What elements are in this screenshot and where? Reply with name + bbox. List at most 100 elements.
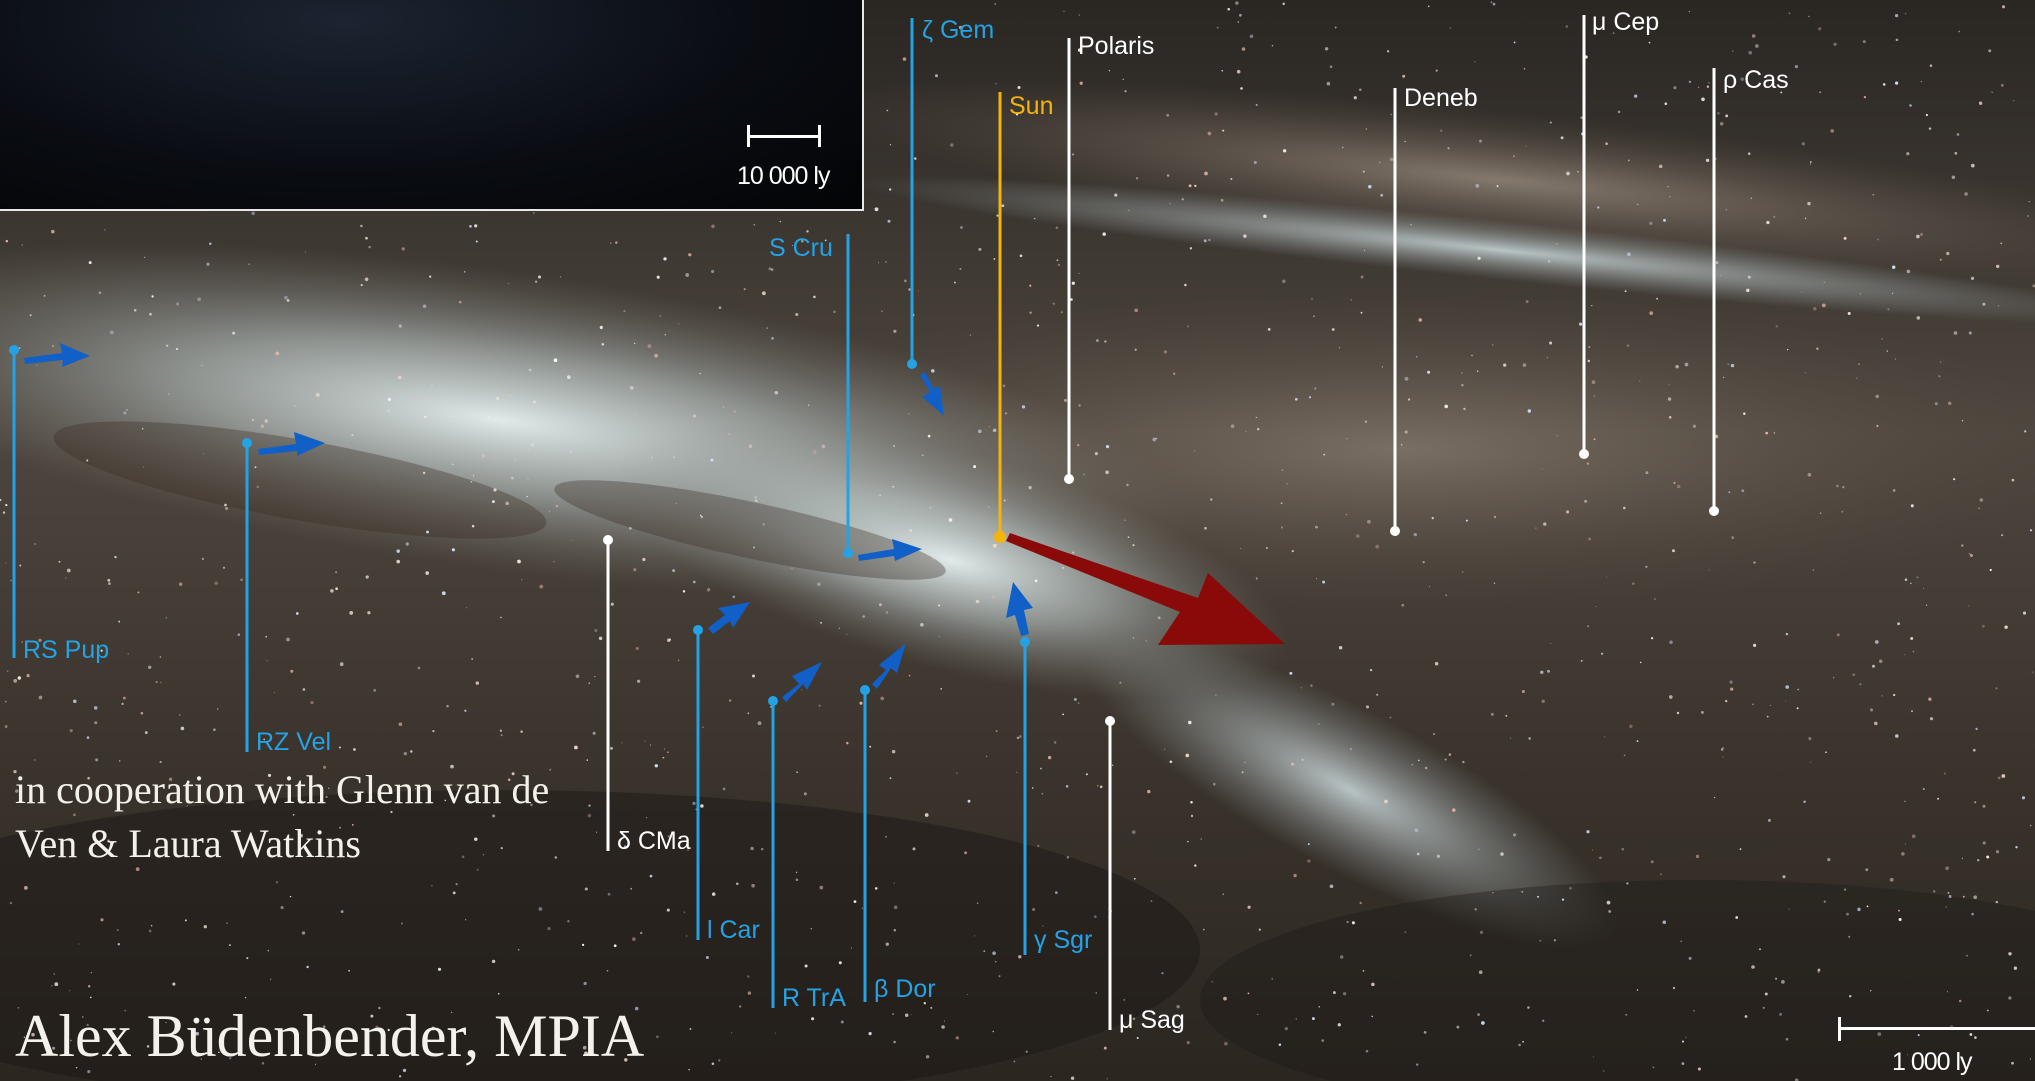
background-star	[824, 239, 827, 242]
background-star	[1586, 830, 1590, 834]
background-star	[1929, 717, 1934, 721]
background-star	[751, 674, 756, 678]
background-star	[269, 978, 272, 981]
background-star	[1056, 259, 1059, 262]
background-star	[1770, 704, 1772, 706]
background-star	[795, 871, 798, 873]
background-star	[646, 817, 648, 819]
background-star	[23, 1036, 26, 1038]
background-star	[1623, 506, 1626, 510]
background-star	[387, 398, 391, 401]
background-star	[528, 449, 530, 451]
background-star	[21, 641, 24, 643]
background-star	[1039, 767, 1042, 770]
background-star	[1070, 1076, 1075, 1080]
background-star	[1369, 668, 1373, 672]
background-star	[209, 242, 212, 246]
background-star	[1648, 41, 1651, 44]
background-star	[147, 665, 152, 670]
background-star	[73, 813, 76, 817]
background-star	[810, 927, 813, 930]
label-polaris: Polaris	[1078, 32, 1155, 60]
background-star	[992, 951, 996, 955]
background-star	[1477, 256, 1481, 260]
background-star	[1132, 637, 1135, 639]
background-star	[273, 691, 276, 693]
background-star	[195, 1031, 200, 1036]
background-star	[1513, 155, 1515, 157]
background-star	[345, 419, 348, 422]
delta-cma-dot	[603, 535, 613, 545]
background-star	[2027, 215, 2029, 217]
background-star	[140, 712, 144, 715]
background-star	[437, 967, 442, 971]
rs-pup-motion-arrow-icon	[24, 343, 90, 367]
background-star	[1108, 69, 1111, 72]
background-star	[644, 740, 646, 742]
background-star	[912, 847, 916, 851]
background-star	[874, 887, 878, 890]
background-star	[623, 845, 627, 849]
background-star	[821, 444, 826, 449]
lower-darkness	[0, 790, 1200, 1081]
background-star	[1937, 797, 1940, 800]
background-star	[1895, 38, 1899, 42]
cepheid-markers	[9, 18, 1030, 1008]
background-star	[86, 1023, 89, 1027]
background-star	[322, 1025, 326, 1028]
background-star	[1857, 907, 1861, 912]
background-star	[682, 590, 686, 593]
background-star	[1449, 27, 1452, 29]
background-star	[711, 892, 716, 896]
background-star	[893, 1040, 896, 1044]
background-star	[1509, 737, 1512, 739]
background-star	[1988, 49, 1992, 53]
background-star	[1416, 852, 1420, 856]
background-star	[1474, 908, 1477, 911]
background-star	[1788, 12, 1791, 15]
background-star	[1560, 136, 1564, 140]
background-star	[452, 463, 454, 466]
background-star	[1819, 91, 1821, 93]
background-star	[266, 660, 268, 662]
background-star	[65, 577, 67, 579]
background-star	[770, 268, 774, 271]
background-star	[2029, 824, 2032, 827]
background-star	[1697, 1067, 1701, 1071]
background-star	[718, 306, 722, 310]
background-star	[1780, 91, 1783, 94]
background-star	[1700, 710, 1704, 714]
background-star	[244, 996, 247, 999]
background-star	[1953, 478, 1956, 481]
background-star	[1934, 402, 1938, 406]
background-star	[260, 424, 264, 428]
background-star	[1743, 412, 1746, 415]
background-star	[2001, 774, 2006, 778]
background-star	[402, 1068, 407, 1073]
background-star	[748, 444, 753, 448]
background-star	[1904, 578, 1908, 581]
background-star	[1874, 640, 1879, 644]
background-star	[838, 961, 842, 965]
background-star	[1842, 486, 1845, 489]
background-star	[292, 813, 295, 816]
background-star	[1281, 469, 1284, 471]
background-star	[747, 712, 750, 715]
background-star	[887, 219, 891, 223]
background-star	[615, 241, 618, 244]
background-star	[908, 288, 911, 291]
background-star	[1413, 532, 1417, 537]
background-star	[1321, 1039, 1325, 1042]
background-star	[1668, 383, 1670, 385]
background-star	[175, 348, 179, 351]
background-star	[904, 279, 907, 283]
background-star	[497, 992, 500, 995]
background-star	[629, 386, 634, 390]
background-star	[520, 730, 523, 733]
background-star	[267, 949, 270, 952]
background-star	[179, 582, 183, 586]
background-star	[1384, 799, 1388, 804]
background-star	[1255, 577, 1258, 580]
background-star	[116, 929, 119, 932]
background-star	[1685, 1036, 1687, 1038]
